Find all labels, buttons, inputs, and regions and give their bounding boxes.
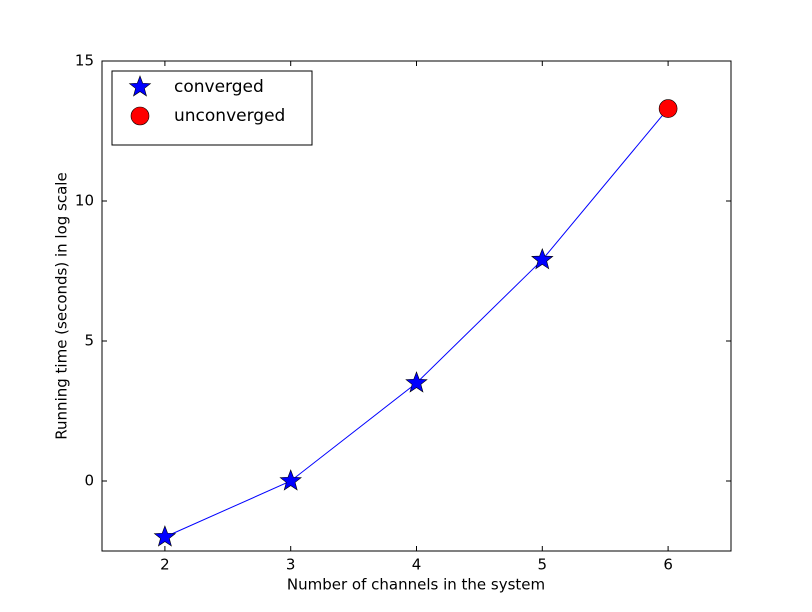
data-point	[405, 371, 428, 393]
data-point	[279, 469, 302, 491]
x-tick-label: 4	[412, 556, 422, 574]
y-tick-label: 15	[75, 52, 94, 70]
x-tick-label: 5	[538, 556, 548, 574]
data-point	[531, 247, 554, 270]
x-tick-label: 6	[663, 556, 673, 574]
legend-marker	[130, 106, 150, 126]
y-tick-label: 5	[84, 332, 94, 350]
legend-label: converged	[174, 77, 264, 97]
x-tick-label: 2	[160, 556, 170, 574]
x-tick-label: 3	[286, 556, 296, 574]
y-tick-label: 10	[75, 192, 94, 210]
x-axis-label: Number of channels in the system	[287, 576, 545, 594]
data-point	[658, 99, 678, 118]
y-tick-label: 0	[84, 472, 94, 490]
legend-label: unconverged	[174, 106, 285, 126]
y-axis-label: Running time (seconds) in log scale	[53, 172, 71, 439]
legend-marker	[128, 75, 152, 97]
data-point	[153, 525, 177, 547]
